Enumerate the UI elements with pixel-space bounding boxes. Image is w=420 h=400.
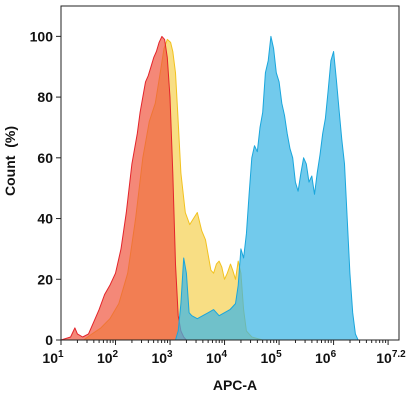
y-tick-label: 40 [37,211,53,227]
x-tick-label: 105 [260,349,282,366]
x-tick-label: 104 [206,349,228,366]
y-tick-label: 80 [37,89,53,105]
y-axis: 0 20 40 60 80 100 [30,28,61,348]
plot-area [60,35,367,341]
histogram-series-2 [60,35,198,341]
y-tick-label: 60 [37,150,53,166]
histogram-series-3 [60,35,367,341]
y-axis-title: Count (%) [2,126,18,196]
x-tick-label: 106 [315,349,337,366]
y-tick-label: 20 [37,271,53,287]
x-tick-label: 102 [97,349,119,366]
x-tick-label: 103 [151,349,173,366]
x-tick-label: 101 [42,349,64,366]
plot-frame [60,5,400,341]
x-axis: 101 102 103 104 105 106 107.2 [42,340,406,366]
y-tick-label: 0 [45,332,53,348]
x-axis-title: APC-A [213,377,257,393]
x-tick-label: 107.2 [376,349,406,366]
y-tick-label: 100 [30,28,54,44]
